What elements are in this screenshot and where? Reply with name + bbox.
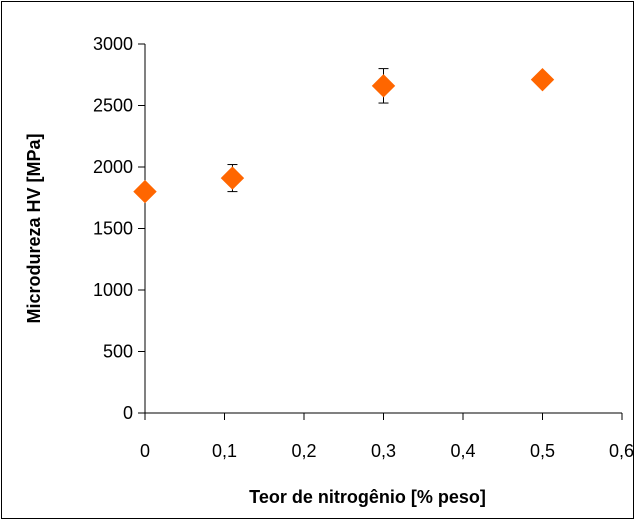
data-point-diamond [371,74,396,98]
x-axis-title: Teor de nitrogênio [% peso] [249,487,486,507]
data-point-diamond [530,67,555,92]
axes [138,43,623,420]
data-points [133,67,555,204]
error-bars [227,68,389,193]
data-point-diamond [220,166,245,190]
tick-labels: 0 500 1000 1500 2000 2500 3000 0 0,1 0,2 0,3 0,4 0,5… [93,34,634,461]
y-tick-label: 3000 [93,34,133,54]
y-axis-title: Microdureza HV [MPa] [24,133,44,323]
x-tick-label: 0,3 [371,441,396,461]
x-tick-label: 0 [140,441,150,461]
y-tick-label: 1000 [93,280,133,300]
y-tick-label: 500 [103,342,133,362]
y-tick-label: 2000 [93,157,133,177]
x-tick-label: 0,1 [212,441,237,461]
y-tick-label: 0 [123,403,133,423]
y-tick-label: 2500 [93,96,133,116]
x-tick-label: 0,5 [530,441,555,461]
y-tick-label: 1500 [93,219,133,239]
x-tick-label: 0,6 [609,441,634,461]
x-tick-label: 0,4 [450,441,475,461]
x-tick-label: 0,2 [291,441,316,461]
data-point-diamond [133,179,157,204]
